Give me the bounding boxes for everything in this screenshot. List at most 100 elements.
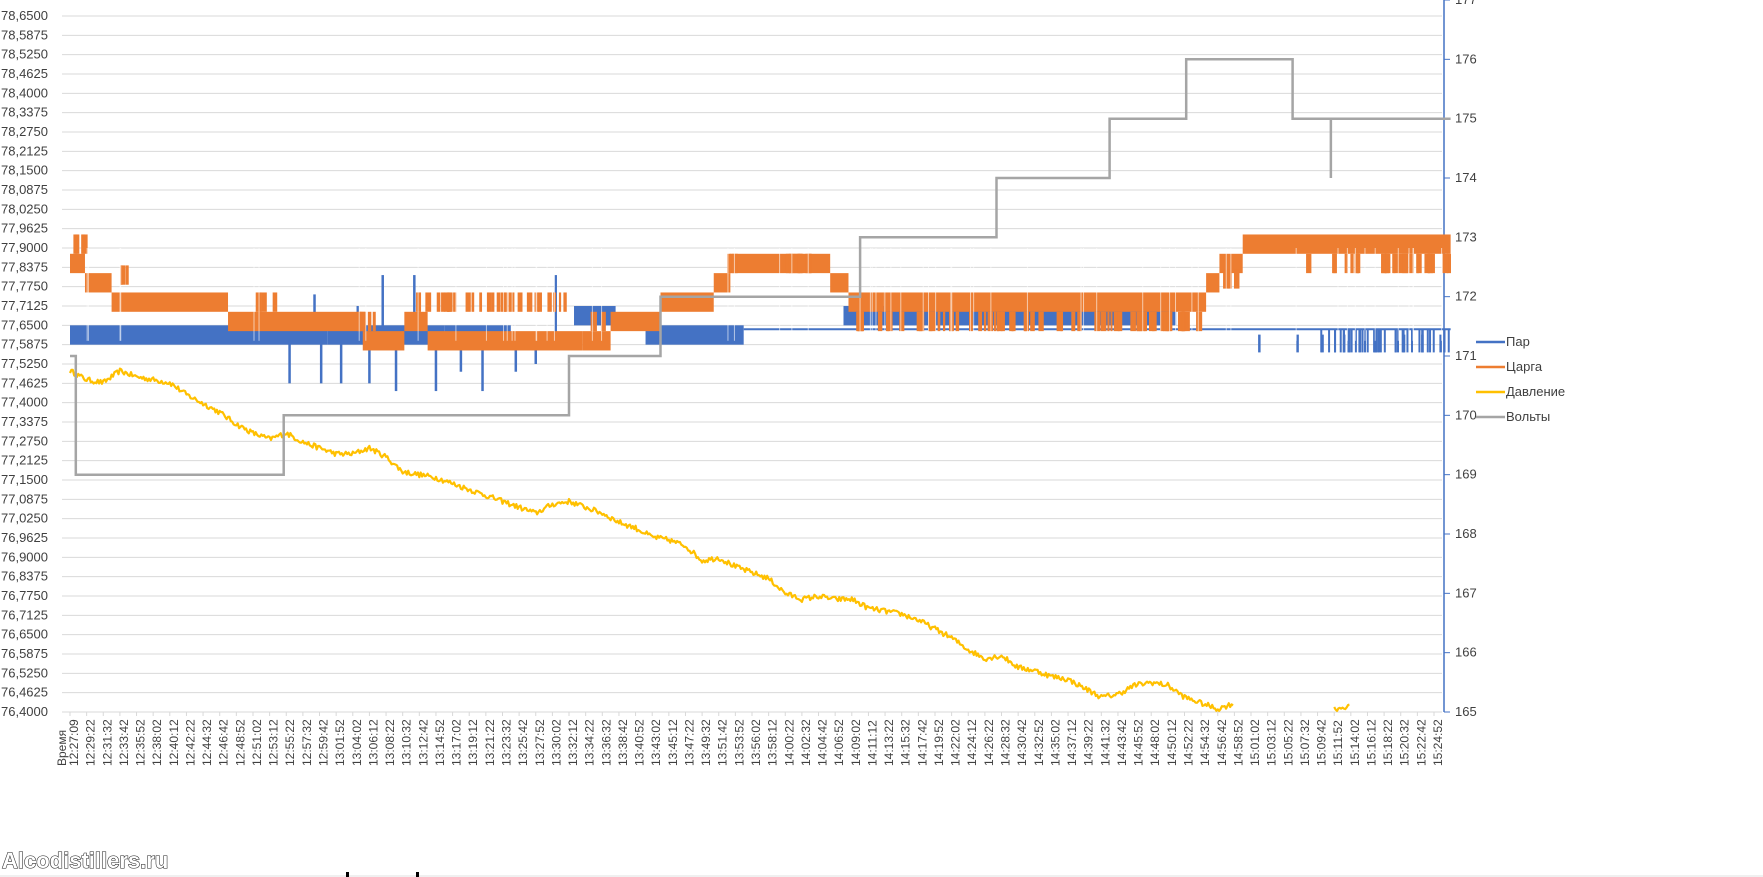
series-tsarga-band: [713, 273, 731, 293]
series-tsarga-jitter: [1416, 253, 1422, 274]
x-axis-tick-label: 15:05:22: [1281, 719, 1295, 766]
x-axis-tick-label: 12:59:42: [317, 719, 331, 766]
series-tsarga-jitter: [1071, 311, 1076, 332]
x-axis-tick-label: 14:17:42: [915, 719, 929, 766]
x-axis-tick-label: 14:37:12: [1065, 719, 1079, 766]
x-axis-tick-label: 12:29:22: [84, 719, 98, 766]
series-tsarga-jitter: [928, 311, 931, 332]
series-tsarga-band: [660, 292, 714, 312]
series-tsarga-jitter: [877, 311, 883, 332]
series-tsarga-jitter: [996, 311, 1000, 332]
left-axis-tick-label: 78,2125: [1, 143, 48, 158]
x-axis-tick-label: 12:31:32: [100, 719, 114, 766]
gridlines: [62, 15, 1442, 713]
series-tsarga-jitter: [508, 292, 515, 312]
x-axis-tick-label: 14:11:12: [865, 720, 879, 766]
series-tsarga-jitter: [1009, 311, 1014, 332]
series-tsarga-jitter: [1060, 311, 1064, 332]
series-tsarga-jitter: [978, 311, 983, 332]
series-tsarga-jitter: [1012, 311, 1016, 332]
series-tsarga-jitter: [1424, 253, 1430, 274]
x-axis-tick-label: 15:20:32: [1398, 719, 1412, 766]
x-axis-tick-label: 14:28:32: [999, 719, 1013, 766]
series-tsarga-jitter: [1117, 311, 1123, 332]
right-axis-tick-label: 169: [1455, 467, 1477, 482]
series-tsarga-band: [883, 292, 1207, 312]
x-axis-tick-label: 13:10:32: [400, 719, 414, 766]
left-axis-tick-label: 78,5875: [1, 27, 48, 42]
series-tsarga-jitter: [81, 234, 85, 254]
series-tsarga-jitter: [257, 292, 262, 312]
series-tsarga-jitter: [857, 311, 860, 332]
x-axis-tick-label: 14:22:02: [949, 719, 963, 766]
left-axis-tick-label: 78,4000: [1, 85, 48, 100]
right-axis: 165 166 167 168 169 170 171 172 173 174 175 176 177: [1443, 0, 1477, 719]
series-tsarga-jitter: [1186, 311, 1190, 332]
series-tsarga-jitter: [887, 311, 893, 332]
x-axis-tick-label: 13:12:42: [416, 719, 430, 766]
series-tsarga-jitter: [1038, 311, 1044, 332]
series-tsarga-jitter: [858, 311, 864, 332]
series-tsarga-jitter: [1100, 311, 1107, 332]
series-tsarga-jitter: [367, 311, 372, 332]
left-axis-tick-label: 77,9625: [1, 221, 48, 236]
x-axis-tick-label: 12:48:52: [233, 719, 247, 766]
series-tsarga-jitter: [1398, 253, 1403, 274]
series-par-band: [645, 325, 744, 345]
series-tsarga-jitter: [563, 292, 567, 312]
left-axis-tick-label: 77,7125: [1, 298, 48, 313]
x-axis-tick-label: 14:41:32: [1098, 719, 1112, 766]
series-tsarga-jitter: [1431, 253, 1435, 274]
x-axis-tick-label: 14:52:22: [1181, 719, 1195, 766]
x-axis-tick-label: 14:32:52: [1032, 719, 1046, 766]
x-axis-tick-label: 14:04:42: [816, 719, 830, 766]
x-axis-tick-label: 13:14:52: [433, 719, 447, 766]
x-axis-tick-label: 14:58:52: [1231, 719, 1245, 766]
legend: Пар Царга Давление Вольты: [1476, 334, 1565, 424]
series-tsarga-jitter: [1163, 311, 1169, 332]
series-tsarga-jitter: [931, 311, 936, 332]
series-tsarga-jitter: [517, 292, 523, 312]
series-tsarga-band: [111, 292, 229, 312]
x-axis-tick-label: 13:40:52: [633, 719, 647, 766]
x-axis-tick-label: 12:46:42: [217, 719, 231, 766]
x-axis-tick-label: 13:21:22: [483, 719, 497, 766]
left-axis-tick-label: 77,5875: [1, 337, 48, 352]
left-axis-tick-label: 76,5250: [1, 665, 48, 680]
x-axis-tick-label: 13:04:02: [350, 719, 364, 766]
series-tsarga-jitter: [729, 253, 732, 274]
series-tsarga-jitter: [1306, 253, 1312, 274]
series-tsarga-jitter: [436, 292, 441, 312]
x-axis-tick-label: 15:03:12: [1265, 719, 1279, 766]
left-axis-tick-label: 77,9000: [1, 240, 48, 255]
x-axis-tick-label: 13:36:32: [599, 719, 613, 766]
series-tsarga-jitter: [453, 292, 457, 312]
series-tsarga-jitter: [1416, 253, 1420, 274]
left-axis-tick-label: 77,4000: [1, 395, 48, 410]
left-axis-tick-label: 76,9625: [1, 530, 48, 545]
left-axis-tick-label: 76,8375: [1, 569, 48, 584]
series-tsarga-jitter: [785, 253, 791, 274]
left-axis-tick-label: 77,5250: [1, 356, 48, 371]
x-axis-tick-label: 12:44:32: [200, 719, 214, 766]
left-axis-tick-label: 76,7750: [1, 588, 48, 603]
series-tsarga-jitter: [997, 311, 1003, 332]
x-axis-tick-label: 14:24:12: [965, 719, 979, 766]
series-tsarga-jitter: [983, 311, 987, 332]
left-axis-tick-label: 78,0875: [1, 182, 48, 197]
x-axis-tick-label: 12:38:02: [150, 719, 164, 766]
series-tsarga-jitter: [1442, 253, 1449, 274]
x-axis-tick-label: 14:19:52: [932, 719, 946, 766]
right-axis-tick-label: 177: [1455, 0, 1477, 7]
x-axis-tick-label: 13:17:02: [450, 719, 464, 766]
series-tsarga-jitter: [1148, 311, 1155, 332]
x-axis-tick-label: 13:49:32: [699, 719, 713, 766]
series-layer: [68, 58, 1451, 712]
right-axis-tick-label: 170: [1455, 407, 1477, 422]
left-axis-tick-label: 78,3375: [1, 105, 48, 120]
series-tsarga-jitter: [261, 292, 267, 312]
left-axis-tick-label: 77,8375: [1, 259, 48, 274]
series-tsarga-jitter: [465, 292, 471, 312]
